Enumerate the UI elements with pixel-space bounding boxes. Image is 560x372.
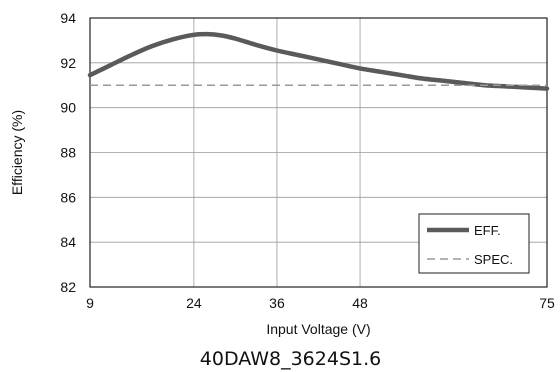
legend-label-eff: EFF. — [474, 223, 501, 238]
x-tick-label: 24 — [186, 295, 202, 311]
y-tick-label: 84 — [60, 234, 76, 250]
y-axis-label: Efficiency (%) — [9, 110, 25, 195]
y-tick-label: 94 — [60, 10, 76, 26]
legend-box — [418, 213, 530, 274]
y-tick-label: 86 — [60, 189, 76, 205]
y-tick-label: 82 — [60, 279, 76, 295]
chart-caption: 40DAW8_3624S1.6 — [200, 348, 381, 370]
legend-label-spec: SPEC. — [474, 252, 513, 267]
y-tick-label: 90 — [60, 100, 76, 116]
x-tick-label: 75 — [539, 295, 555, 311]
y-tick-label: 92 — [60, 55, 76, 71]
y-tick-label: 88 — [60, 145, 76, 161]
series-line-eff — [87, 31, 550, 91]
series-layer — [87, 31, 550, 91]
x-tick-label: 9 — [86, 295, 94, 311]
x-tick-label: 48 — [352, 295, 368, 311]
legend: EFF. SPEC. — [418, 213, 530, 274]
x-tick-label: 36 — [269, 295, 285, 311]
tick-layer: 9 24 36 48 75 82 84 86 88 90 92 94 — [60, 10, 555, 311]
x-axis-label: Input Voltage (V) — [266, 321, 370, 337]
grid-layer — [90, 18, 547, 287]
plot-frame — [89, 17, 548, 288]
